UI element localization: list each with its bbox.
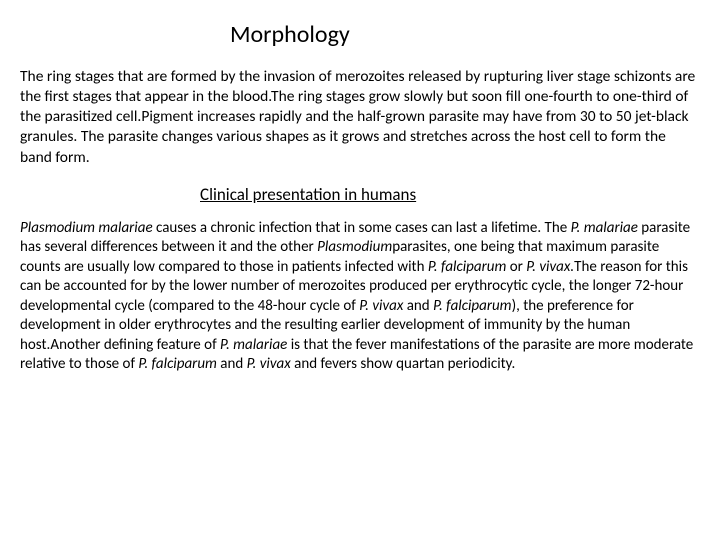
body-text: causes a chronic infection that in some … (153, 219, 571, 237)
morphology-paragraph: The ring stages that are formed by the i… (20, 67, 700, 168)
species-name: Plasmodium malariae (20, 219, 153, 237)
species-name: P. vivax. (526, 258, 574, 276)
body-text: and (217, 355, 247, 373)
body-text: or (506, 258, 526, 276)
section-subtitle: Clinical presentation in humans (200, 184, 700, 205)
species-name: P. falciparum (138, 355, 216, 373)
species-name: P. falciparum (433, 297, 511, 315)
page-title: Morphology (230, 20, 700, 49)
species-name: P. malariae (571, 219, 638, 237)
body-text: and fevers show quartan periodicity. (291, 355, 515, 373)
species-name: P. falciparum (428, 258, 506, 276)
species-name: P. vivax (359, 297, 403, 315)
species-name: P. malariae (220, 336, 287, 354)
species-name: Plasmodium (317, 238, 392, 256)
species-name: P. vivax (247, 355, 291, 373)
body-text: and (403, 297, 433, 315)
clinical-paragraph: Plasmodium malariae causes a chronic inf… (20, 219, 700, 375)
